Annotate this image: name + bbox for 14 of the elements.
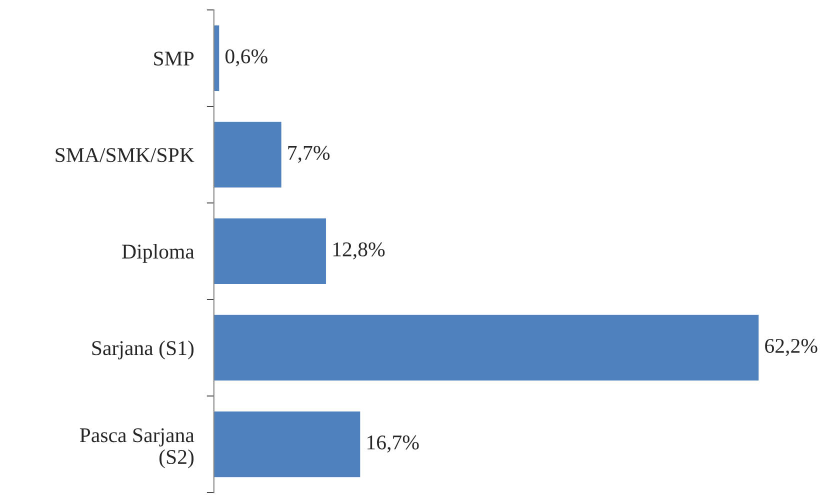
y-tick-label: Pasca Sarjana (S2) <box>80 428 194 468</box>
y-tick-label: SMP <box>154 52 194 66</box>
bar <box>214 314 759 381</box>
y-tick-label: Diploma <box>122 244 194 263</box>
data-label: 0,6% <box>225 49 268 66</box>
bar <box>214 411 360 478</box>
bar <box>214 218 326 284</box>
y-tick-label: SMA/SMK/SPK <box>56 148 194 162</box>
data-label: 7,7% <box>288 146 330 163</box>
bar <box>214 122 282 188</box>
y-tick-label: Sarjana (S1) <box>92 340 194 360</box>
data-label: 12,8% <box>333 242 385 260</box>
data-label: 16,7% <box>368 435 419 452</box>
data-label: 62,2% <box>765 338 818 356</box>
